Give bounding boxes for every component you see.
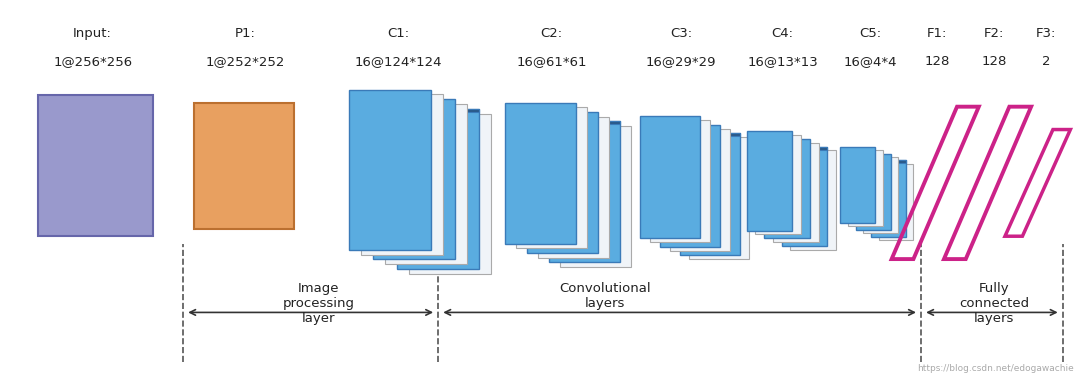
- Text: 16@4*4: 16@4*4: [843, 55, 897, 68]
- Bar: [848, 150, 883, 226]
- Bar: [350, 90, 432, 250]
- Text: C2:: C2:: [541, 27, 562, 40]
- Text: Input:: Input:: [73, 27, 112, 40]
- Bar: [549, 121, 619, 124]
- Text: Fully
connected
layers: Fully connected layers: [959, 282, 1029, 325]
- Bar: [773, 143, 819, 242]
- Bar: [528, 112, 597, 253]
- Bar: [856, 154, 891, 230]
- Bar: [517, 107, 586, 248]
- Bar: [549, 121, 619, 262]
- Text: 128: 128: [981, 55, 1007, 68]
- Text: 16@13*13: 16@13*13: [748, 55, 818, 68]
- Text: Image
processing
layer: Image processing layer: [282, 282, 354, 325]
- Text: 16@124*124: 16@124*124: [354, 55, 441, 68]
- Bar: [506, 103, 576, 244]
- Bar: [398, 109, 480, 269]
- Text: 16@61*61: 16@61*61: [517, 55, 586, 68]
- Text: P1:: P1:: [234, 27, 256, 40]
- Bar: [374, 99, 456, 259]
- Bar: [651, 120, 711, 242]
- Text: 1@256*256: 1@256*256: [53, 55, 132, 68]
- Text: 128: 128: [924, 55, 950, 68]
- Bar: [747, 131, 792, 231]
- Bar: [661, 125, 720, 247]
- Bar: [871, 160, 906, 163]
- Text: Convolutional
layers: Convolutional layers: [559, 282, 651, 310]
- Text: 1@252*252: 1@252*252: [206, 55, 284, 68]
- Text: 2: 2: [1042, 55, 1051, 68]
- Bar: [764, 139, 810, 238]
- Bar: [680, 133, 740, 136]
- Bar: [560, 126, 630, 267]
- Text: C5:: C5:: [859, 27, 881, 40]
- Bar: [194, 103, 294, 229]
- Bar: [680, 133, 740, 255]
- Bar: [782, 147, 827, 246]
- Bar: [879, 164, 913, 240]
- Text: C4:: C4:: [772, 27, 794, 40]
- Text: 16@29*29: 16@29*29: [646, 55, 716, 68]
- Bar: [410, 114, 492, 274]
- Bar: [538, 117, 608, 258]
- Bar: [38, 95, 153, 236]
- Bar: [386, 104, 468, 264]
- Text: F2:: F2:: [984, 27, 1004, 40]
- Text: C3:: C3:: [670, 27, 692, 40]
- Bar: [755, 135, 801, 234]
- Bar: [641, 116, 701, 238]
- Bar: [863, 157, 898, 233]
- Text: F3:: F3:: [1037, 27, 1056, 40]
- Bar: [782, 147, 827, 150]
- Bar: [362, 94, 444, 255]
- Text: C1:: C1:: [387, 27, 409, 40]
- Bar: [790, 150, 836, 250]
- Bar: [669, 129, 730, 251]
- Bar: [690, 137, 750, 259]
- Text: https://blog.csdn.net/edogawachie: https://blog.csdn.net/edogawachie: [917, 364, 1074, 373]
- Bar: [398, 109, 480, 112]
- Bar: [840, 147, 875, 223]
- Bar: [871, 160, 906, 237]
- Text: F1:: F1:: [928, 27, 947, 40]
